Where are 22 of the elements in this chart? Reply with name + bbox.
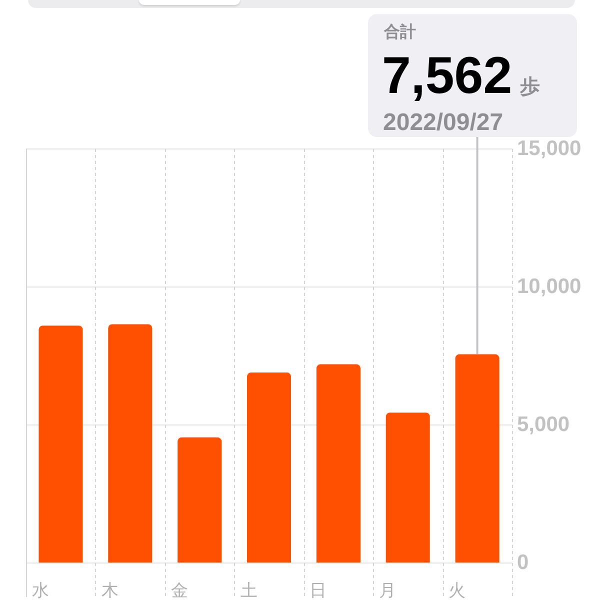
bar	[108, 324, 152, 562]
x-tick-label: 火	[448, 580, 466, 600]
text: 歩	[519, 76, 540, 98]
bar	[455, 354, 500, 562]
y-tick-label: 15,000	[517, 136, 582, 160]
x-tick-label: 金	[170, 580, 188, 600]
x-tick-label: 月	[379, 580, 396, 600]
x-tick-label: 水	[32, 580, 49, 600]
data-label: 7,562	[382, 47, 512, 105]
bar	[316, 364, 360, 562]
bar	[246, 372, 292, 562]
text: 2022/09/27	[383, 109, 504, 136]
y-tick-label: 0	[517, 550, 529, 574]
y-tick-label: 10,000	[517, 274, 582, 298]
bar	[178, 437, 222, 562]
y-tick-label: 5,000	[517, 412, 570, 436]
x-tick-label: 日	[310, 580, 327, 600]
x-tick-label: 土	[240, 580, 258, 600]
bar	[386, 412, 430, 562]
x-tick-label: 木	[101, 580, 118, 600]
bar	[38, 326, 83, 562]
text: 合計	[383, 23, 416, 41]
